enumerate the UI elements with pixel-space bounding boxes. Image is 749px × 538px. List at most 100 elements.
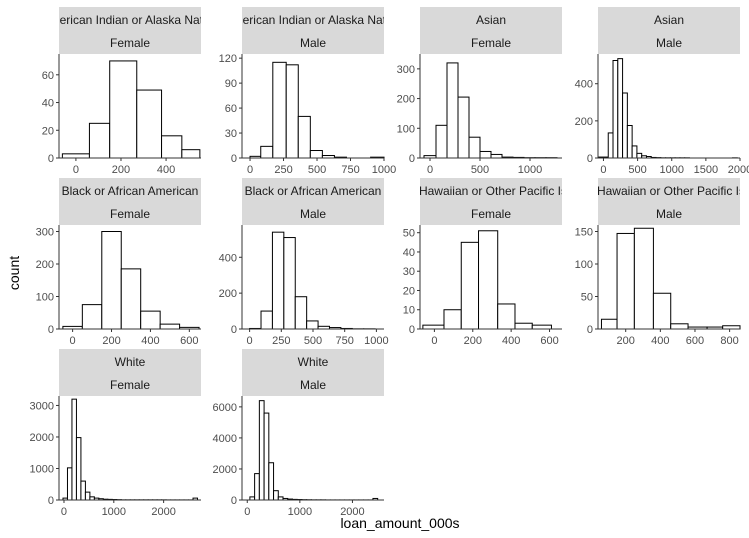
histogram-bar xyxy=(616,232,635,330)
x-tick-label: 800 xyxy=(720,335,738,347)
y-tick-label: 200 xyxy=(397,94,415,106)
histogram-bar xyxy=(435,124,448,159)
facet-panel: Asian Female 0 100 200 300 0 500 1000 xyxy=(397,7,562,176)
y-tick-label: 0 xyxy=(231,495,237,507)
facet-strip xyxy=(59,7,201,54)
histogram-bar xyxy=(260,145,274,159)
x-tick-label: 250 xyxy=(272,335,290,347)
facet-strip-sex-label: Male xyxy=(300,378,326,392)
y-tick-label: 100 xyxy=(575,259,593,271)
facet-panel: Black or African American Male 0 200 400 0 250… xyxy=(219,178,389,347)
y-tick-label: 2000 xyxy=(30,432,54,444)
y-tick-label: 0 xyxy=(48,324,54,336)
x-tick-label: 2000 xyxy=(340,506,364,518)
histogram-bar xyxy=(66,467,73,501)
facet-strip-sex-label: Female xyxy=(110,378,150,392)
histogram-bar xyxy=(294,296,308,330)
facet-strip xyxy=(242,178,384,225)
x-tick-label: 1000 xyxy=(364,335,388,347)
x-tick-label: 0 xyxy=(70,335,76,347)
facet-strip xyxy=(420,7,562,54)
histogram-bar xyxy=(258,400,265,501)
y-tick-label: 20 xyxy=(42,125,54,137)
histogram-bar xyxy=(101,231,122,330)
histogram-bar xyxy=(622,92,628,159)
histogram-bar xyxy=(531,324,552,330)
facet-strip-race-label: Native Hawaiian or Other Pacific Islande… xyxy=(382,184,601,198)
histogram-bar xyxy=(159,323,181,330)
histogram-bar xyxy=(75,437,82,501)
y-tick-label: 0 xyxy=(587,324,593,336)
y-tick-label: 100 xyxy=(36,292,54,304)
histogram-bar xyxy=(652,292,672,330)
y-tick-label: 300 xyxy=(36,227,54,239)
facet-strip-race-label: Black or African American xyxy=(245,184,382,198)
x-tick-label: 0 xyxy=(247,164,253,176)
facet-strip-race-label: White xyxy=(115,355,146,369)
x-tick-label: 200 xyxy=(102,335,120,347)
y-tick-label: 60 xyxy=(225,103,237,115)
histogram-bar xyxy=(181,149,201,159)
histogram-bar xyxy=(633,227,654,330)
y-tick-label: 120 xyxy=(219,53,237,65)
y-axis-title: count xyxy=(6,256,22,290)
facet-panel: American Indian or Alaska Native Male 0 30 6… xyxy=(219,7,402,176)
y-tick-label: 0 xyxy=(231,153,237,165)
histogram-bar xyxy=(443,309,462,330)
histogram-bar xyxy=(263,412,270,501)
histogram-bar xyxy=(81,304,103,330)
x-tick-label: 1000 xyxy=(372,164,396,176)
histogram-bar xyxy=(254,473,260,501)
y-tick-label: 30 xyxy=(225,128,237,140)
x-tick-label: 500 xyxy=(471,164,489,176)
histogram-bar xyxy=(285,64,299,159)
facet-panel: White Male 0 2000 4000 6000 0 1000 2000 xyxy=(213,349,384,518)
x-tick-label: 500 xyxy=(308,164,326,176)
facet-strip-race-label: American Indian or Alaska Native xyxy=(225,13,402,27)
facet-strip xyxy=(598,7,740,54)
x-axis-title: loan_amount_000s xyxy=(340,515,459,531)
x-tick-label: 750 xyxy=(336,335,354,347)
histogram-bar xyxy=(636,152,643,159)
x-tick-label: 400 xyxy=(141,335,159,347)
histogram-bar xyxy=(479,150,492,159)
histogram-bar xyxy=(297,115,311,159)
histogram-bar xyxy=(446,62,459,159)
histogram-bar xyxy=(260,310,273,330)
x-tick-label: 0 xyxy=(61,506,67,518)
histogram-bar xyxy=(607,132,614,159)
histogram-bar xyxy=(283,237,296,330)
y-tick-label: 0 xyxy=(231,324,237,336)
histogram-bar xyxy=(71,398,77,501)
x-tick-label: 1500 xyxy=(694,164,718,176)
y-tick-label: 50 xyxy=(403,228,415,240)
y-tick-label: 2000 xyxy=(213,464,237,476)
facet-strip-race-label: Black or African American xyxy=(62,184,199,198)
facet-strip-sex-label: Female xyxy=(110,36,150,50)
x-tick-label: 200 xyxy=(112,164,130,176)
histogram-bar xyxy=(273,490,279,501)
facet-panel: Asian Male 0 200 400 0 500 1000 1500 2000 xyxy=(575,7,749,176)
y-tick-label: 300 xyxy=(397,64,415,76)
histogram-bar xyxy=(309,150,323,159)
facet-strip-sex-label: Male xyxy=(300,36,326,50)
histogram-bar xyxy=(161,135,183,159)
x-tick-label: 400 xyxy=(651,335,669,347)
facet-strip xyxy=(242,349,384,396)
x-tick-label: 200 xyxy=(464,335,482,347)
x-tick-label: 600 xyxy=(180,335,198,347)
histogram-bar xyxy=(460,241,480,330)
y-tick-label: 60 xyxy=(42,70,54,82)
facet-strip-race-label: American Indian or Alaska Native xyxy=(42,13,219,27)
facet-panel: Native Hawaiian or Other Pacific Islande… xyxy=(382,178,601,347)
y-tick-label: 200 xyxy=(36,259,54,271)
x-tick-label: 600 xyxy=(540,335,558,347)
histogram-bar xyxy=(631,145,638,159)
histogram-bar xyxy=(600,318,618,330)
x-tick-label: 1000 xyxy=(288,506,312,518)
facet-strip xyxy=(59,349,201,396)
facet-strip xyxy=(242,7,384,54)
x-tick-label: 0 xyxy=(244,506,250,518)
y-tick-label: 3000 xyxy=(30,400,54,412)
y-tick-label: 90 xyxy=(225,78,237,90)
